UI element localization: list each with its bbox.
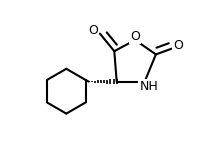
Text: O: O xyxy=(173,39,183,52)
Text: NH: NH xyxy=(139,80,158,93)
Text: O: O xyxy=(130,29,140,43)
Text: O: O xyxy=(88,24,98,37)
